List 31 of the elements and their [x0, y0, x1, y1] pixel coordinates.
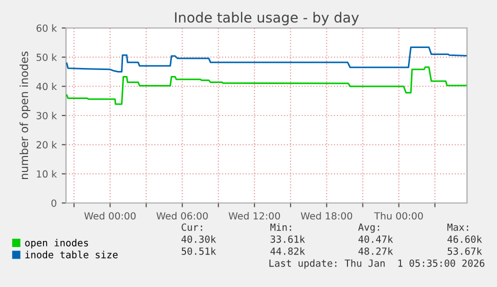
text: 48.27k [358, 247, 393, 255]
y-tick-label: 10 k [36, 170, 57, 178]
x-tick-label: Wed 12:00 [228, 212, 280, 220]
text: Last update: Thu Jan 1 05:35:00 2026 [269, 259, 484, 269]
x-tick-label: Wed 06:00 [156, 212, 208, 220]
text: 46.60k [447, 235, 482, 243]
legend-label: inode table size [25, 250, 118, 258]
y-tick-label: 20 k [36, 140, 57, 148]
text: 53.67k [448, 247, 482, 255]
y-tick-label: 0 [51, 199, 56, 207]
line-series [66, 66, 467, 105]
text: Max: [447, 224, 468, 231]
text: 40.30k [181, 235, 216, 243]
chart-title: Inode table usage - by day [175, 12, 359, 26]
text: Cur: [182, 223, 202, 231]
y-tick-label: 30 k [36, 112, 57, 120]
text: 40.47k [358, 235, 393, 243]
text: Min: [270, 223, 292, 231]
y-tick-label: 40 k [36, 82, 57, 90]
y-axis-title: number of open inodes [20, 52, 30, 179]
text: 50.51k [182, 247, 216, 255]
x-tick-label: Wed 00:00 [84, 212, 136, 220]
line-series [66, 46, 467, 73]
text: 44.82k [270, 247, 305, 255]
y-tick-label: 50 k [36, 53, 57, 61]
x-tick-label: Wed 18:00 [300, 212, 352, 220]
legend-label: open inodes [25, 238, 88, 248]
text: Avg: [358, 224, 380, 233]
text: 33.61k [270, 235, 305, 243]
x-tick-label: Thu 00:00 [374, 212, 423, 220]
y-tick-label: 60 k [36, 24, 57, 32]
